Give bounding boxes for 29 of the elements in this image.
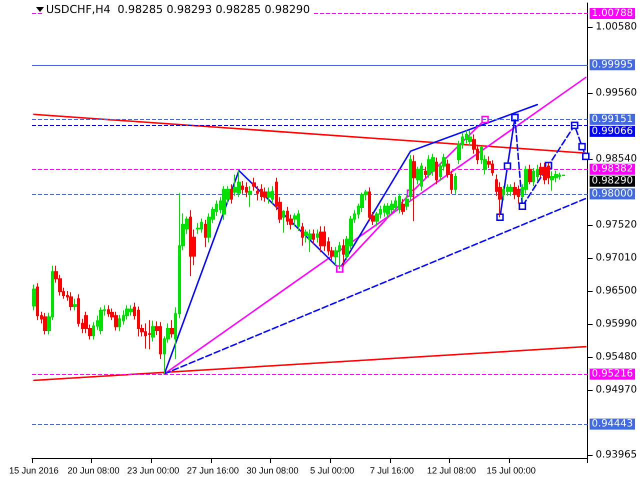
y-tick-label: 1.00580 bbox=[596, 21, 638, 32]
x-tick-label: 5 Jul 00:00 bbox=[310, 466, 354, 476]
x-tick-label: 27 Jun 16:00 bbox=[186, 466, 239, 476]
y-tick-label: 0.93965 bbox=[596, 450, 638, 461]
ref-line-label: 0.98382 bbox=[592, 164, 634, 175]
x-tick-label: 12 Jul 08:00 bbox=[427, 466, 476, 476]
x-tick-label: 15 Jun 2016 bbox=[9, 466, 59, 476]
x-tick-label: 23 Jun 00:00 bbox=[127, 466, 180, 476]
chart-title: USDCHF,H4 0.98285 0.98293 0.98285 0.98290 bbox=[46, 3, 310, 16]
y-tick-label: 0.97010 bbox=[596, 252, 638, 264]
x-tick-label: 30 Jun 08:00 bbox=[246, 466, 299, 476]
y-tick-label: 0.97520 bbox=[596, 220, 638, 230]
ref-line-label: 0.95216 bbox=[592, 368, 634, 380]
ref-line-label: 0.99151 bbox=[592, 114, 634, 125]
ref-line-label: 0.94443 bbox=[592, 418, 634, 430]
text: 0.98290 bbox=[592, 176, 634, 187]
ref-line-label: 0.98000 bbox=[592, 188, 634, 200]
x-tick-label: 7 Jul 16:00 bbox=[370, 466, 414, 476]
ref-line-label: 0.99995 bbox=[592, 59, 634, 70]
y-tick-label: 0.95990 bbox=[596, 318, 638, 330]
y-tick-label: 0.96500 bbox=[596, 286, 638, 297]
x-tick-label: 15 Jul 00:00 bbox=[486, 466, 536, 476]
y-tick-label: 0.98540 bbox=[596, 153, 638, 164]
y-tick-label: 0.94970 bbox=[596, 384, 638, 396]
ref-line-label: 1.00788 bbox=[592, 8, 634, 19]
x-tick-label: 20 Jun 08:00 bbox=[68, 466, 120, 476]
y-tick-label: 0.95480 bbox=[596, 352, 638, 363]
ref-line-label: 0.99066 bbox=[592, 126, 634, 137]
y-tick-label: 0.99560 bbox=[596, 87, 638, 98]
